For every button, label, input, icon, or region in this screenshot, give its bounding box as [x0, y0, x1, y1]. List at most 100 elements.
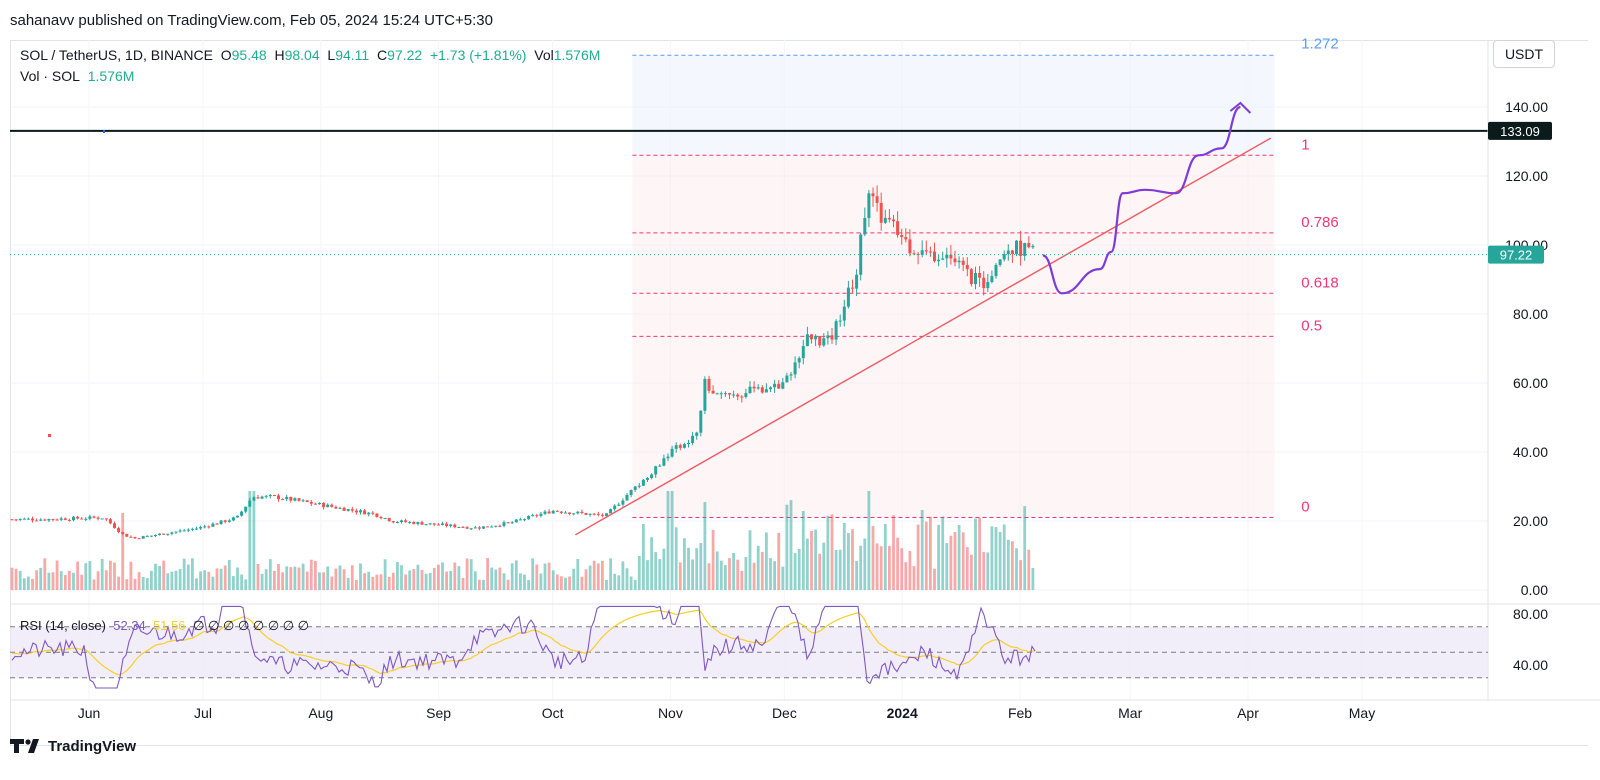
volume-bar: [342, 569, 346, 590]
volume-bar: [695, 548, 699, 590]
volume-bar: [396, 562, 399, 590]
volume-bar: [949, 535, 953, 590]
volume-bar: [18, 570, 22, 590]
candle-body: [572, 513, 576, 515]
volume-bar: [27, 576, 30, 590]
volume-bar: [621, 561, 625, 590]
candle-body: [945, 254, 949, 259]
volume-bars: [10, 491, 1035, 590]
chart-svg[interactable]: 1.27210.7860.6180.50140.00120.00100.0080…: [0, 0, 1600, 746]
volume-bar: [154, 563, 157, 590]
volume-bar: [781, 566, 785, 590]
volume-bar: [1011, 541, 1014, 590]
volume-bar: [920, 510, 924, 590]
volume-bar: [166, 573, 170, 590]
tradingview-logo[interactable]: TradingView: [10, 736, 136, 756]
candle-body: [441, 523, 444, 525]
time-tick-label: Sep: [426, 705, 451, 721]
candle-body: [313, 503, 317, 505]
candle-body: [580, 511, 584, 513]
candle-body: [498, 525, 502, 527]
volume-bar: [801, 511, 805, 590]
candle-body: [342, 507, 346, 511]
candle-body: [256, 497, 260, 499]
candle-body: [773, 383, 777, 388]
candle-body: [510, 522, 514, 524]
candle-body: [231, 517, 235, 521]
volume-bar: [478, 579, 481, 590]
candle-body: [1010, 250, 1014, 255]
candle-body: [703, 378, 707, 411]
fib-level-label: 1: [1301, 136, 1309, 153]
volume-bar: [687, 547, 690, 590]
candle-body: [453, 524, 457, 528]
candle-body: [285, 496, 289, 500]
volume-bar: [408, 570, 412, 590]
candle-body: [961, 260, 965, 265]
candle-body: [629, 489, 633, 495]
volume-row-label[interactable]: Vol · SOL: [20, 68, 80, 84]
volume-bar: [982, 552, 986, 590]
volume-bar: [191, 558, 194, 590]
volume-bar: [68, 570, 71, 590]
volume-bar: [580, 576, 584, 590]
volume-bar: [260, 573, 264, 590]
candle-body: [805, 334, 809, 347]
volume-bar: [970, 554, 973, 590]
volume-bar: [719, 560, 723, 590]
volume-bar: [72, 572, 75, 590]
volume-bar: [457, 566, 461, 590]
rsi-value: 52.34: [113, 618, 146, 633]
candle-body: [1006, 250, 1010, 255]
candle-body: [670, 448, 674, 457]
candle-body: [941, 258, 945, 260]
candle-body: [301, 500, 305, 502]
candle-body: [613, 505, 617, 510]
volume-bar: [650, 537, 653, 590]
candle-body: [752, 386, 756, 389]
volume-bar: [47, 572, 51, 590]
candle-body: [695, 432, 699, 436]
rsi-label[interactable]: RSI (14, close): [20, 618, 106, 633]
volume-bar: [367, 571, 371, 590]
volume-bar: [322, 572, 325, 590]
candle-body: [436, 524, 440, 526]
candle-body: [592, 513, 596, 515]
candle-body: [465, 527, 469, 529]
candle-body: [502, 522, 506, 526]
volume-bar: [744, 557, 748, 590]
rsi-ma-value: 51.56: [153, 618, 186, 633]
candle-body: [125, 533, 129, 537]
candle-body: [309, 501, 313, 504]
volume-bar: [104, 570, 108, 590]
volume-bar: [420, 570, 424, 590]
candle-body: [322, 502, 326, 508]
volume-bar: [412, 569, 416, 590]
candle-body: [514, 519, 518, 523]
candle-body: [908, 239, 912, 254]
candle-body: [277, 495, 280, 500]
volume-bar: [527, 579, 530, 590]
volume-bar: [797, 548, 801, 590]
candle-body: [986, 281, 990, 289]
candle-body: [162, 533, 166, 535]
candle-body: [244, 506, 248, 512]
candle-body: [920, 250, 924, 255]
volume-bar: [883, 524, 887, 590]
currency-button[interactable]: USDT: [1493, 40, 1555, 68]
candle-body: [711, 390, 715, 394]
volume-bar: [765, 532, 768, 590]
volume-bar: [814, 529, 817, 590]
volume-bar: [789, 500, 793, 590]
time-tick-label: Aug: [308, 705, 333, 721]
candle-body: [223, 520, 227, 522]
candle-body: [715, 393, 719, 395]
candle-body: [781, 382, 785, 389]
candle-body: [617, 504, 621, 506]
marker: [103, 130, 105, 133]
candle-body: [395, 522, 399, 524]
symbol-name[interactable]: SOL / TetherUS, 1D, BINANCE: [20, 47, 213, 63]
candle-body: [506, 522, 510, 524]
volume-bar: [678, 562, 682, 590]
volume-bar: [957, 525, 961, 590]
